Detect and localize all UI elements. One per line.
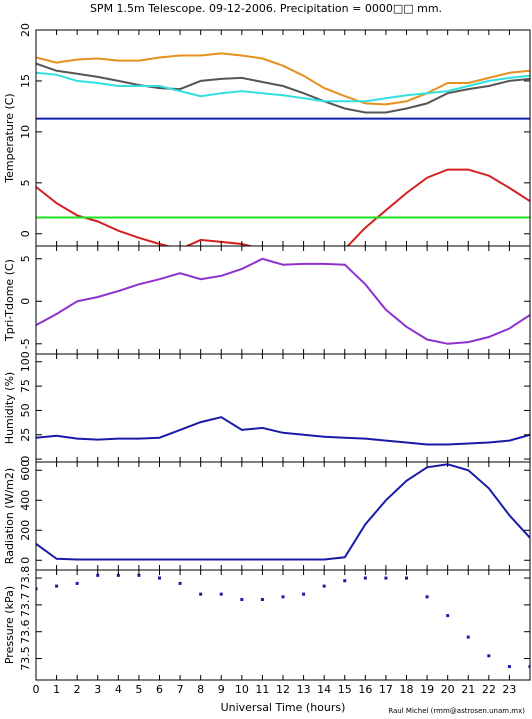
x-tick-label: 3 (94, 683, 101, 696)
plot-area (36, 52, 530, 246)
x-tick-label: 6 (156, 683, 163, 696)
y-axis-label: Pressure (kPa) (3, 586, 16, 664)
y-tick-label: -5 (19, 338, 32, 349)
point (466, 635, 470, 639)
y-axis-label: Humidity (%) (3, 372, 16, 444)
y-tick-label: 100 (19, 351, 32, 372)
x-tick-label: 10 (235, 683, 249, 696)
series-line (36, 52, 530, 106)
point (507, 665, 511, 669)
y-tick-label: 73.6 (19, 619, 32, 644)
y-tick-label: 20 (19, 23, 32, 37)
point (137, 573, 141, 577)
series-line (36, 71, 530, 103)
x-axis-label: Universal Time (hours) (221, 701, 346, 714)
plot-area (36, 257, 530, 345)
point (178, 581, 182, 585)
x-tick-label: 8 (197, 683, 204, 696)
point (116, 573, 120, 577)
series-line (36, 416, 530, 446)
plot-area (36, 573, 530, 669)
x-tick-label: 4 (115, 683, 122, 696)
y-tick-label: 15 (19, 74, 32, 88)
y-tick-label: 73.5 (19, 646, 32, 671)
y-tick-label: 0 (19, 230, 32, 237)
series-line (36, 168, 530, 246)
y-tick-label: 73.7 (19, 593, 32, 618)
x-tick-label: 16 (358, 683, 372, 696)
y-tick-label: 400 (19, 490, 32, 511)
x-tick-label: 12 (276, 683, 290, 696)
panel-frame (35, 353, 531, 463)
x-tick-label: 19 (420, 683, 434, 696)
point (199, 592, 203, 596)
x-tick-label: 0 (33, 683, 40, 696)
point (219, 592, 223, 596)
series-line (36, 62, 530, 114)
point (240, 598, 244, 602)
point (425, 595, 429, 599)
y-tick-label: 50 (19, 403, 32, 417)
y-axis-label: Temperature (C) (3, 93, 16, 183)
y-tick-label: 200 (19, 520, 32, 541)
point (281, 595, 285, 599)
y-tick-label: 5 (19, 179, 32, 186)
x-tick-label: 14 (317, 683, 331, 696)
series-line (36, 463, 530, 561)
panel-frame (35, 461, 531, 571)
y-tick-label: 0 (19, 557, 32, 564)
x-tick-label: 2 (74, 683, 81, 696)
x-tick-label: 21 (461, 683, 475, 696)
x-tick-label: 7 (177, 683, 184, 696)
plot-area (36, 416, 530, 446)
y-tick-label: 5 (19, 255, 32, 262)
point (384, 576, 388, 580)
panel-frame (35, 569, 531, 681)
y-tick-label: 0 (19, 456, 32, 463)
x-tick-label: 13 (297, 683, 311, 696)
point (322, 584, 326, 588)
y-tick-label: 75 (19, 379, 32, 393)
point (528, 665, 530, 669)
y-axis-label: Tpri-Tdome (C) (3, 259, 16, 342)
x-tick-label: 1 (53, 683, 60, 696)
x-tick-label: 22 (482, 683, 496, 696)
x-tick-label: 23 (502, 683, 516, 696)
x-tick-label: 5 (135, 683, 142, 696)
y-tick-label: 0 (19, 298, 32, 305)
point (363, 576, 367, 580)
y-tick-label: 25 (19, 428, 32, 442)
point (302, 592, 306, 596)
panel-frame (35, 29, 531, 247)
y-axis-label: Radiation (W/m2) (3, 468, 16, 564)
y-tick-label: 600 (19, 460, 32, 481)
point (446, 614, 450, 618)
x-tick-label: 11 (255, 683, 269, 696)
x-tick-label: 18 (400, 683, 414, 696)
point (75, 581, 79, 585)
point (158, 576, 161, 580)
point (260, 598, 264, 602)
series-line (36, 257, 530, 345)
x-tick-label: 9 (218, 683, 225, 696)
point (405, 576, 408, 580)
chart-title: SPM 1.5m Telescope. 09-12-2006. Precipit… (90, 2, 442, 15)
x-tick-label: 15 (338, 683, 352, 696)
panel-frame (35, 245, 531, 355)
point (96, 573, 100, 577)
credit: Raul Michel (rmm@astrosen.unam.mx) (388, 707, 525, 715)
plot-area (36, 463, 530, 561)
y-tick-label: 73.8 (19, 566, 32, 591)
point (343, 579, 347, 583)
point (55, 584, 59, 588)
point (487, 654, 491, 658)
x-tick-label: 17 (379, 683, 393, 696)
y-tick-label: 10 (19, 125, 32, 139)
x-tick-label: 20 (441, 683, 455, 696)
point (36, 587, 38, 591)
